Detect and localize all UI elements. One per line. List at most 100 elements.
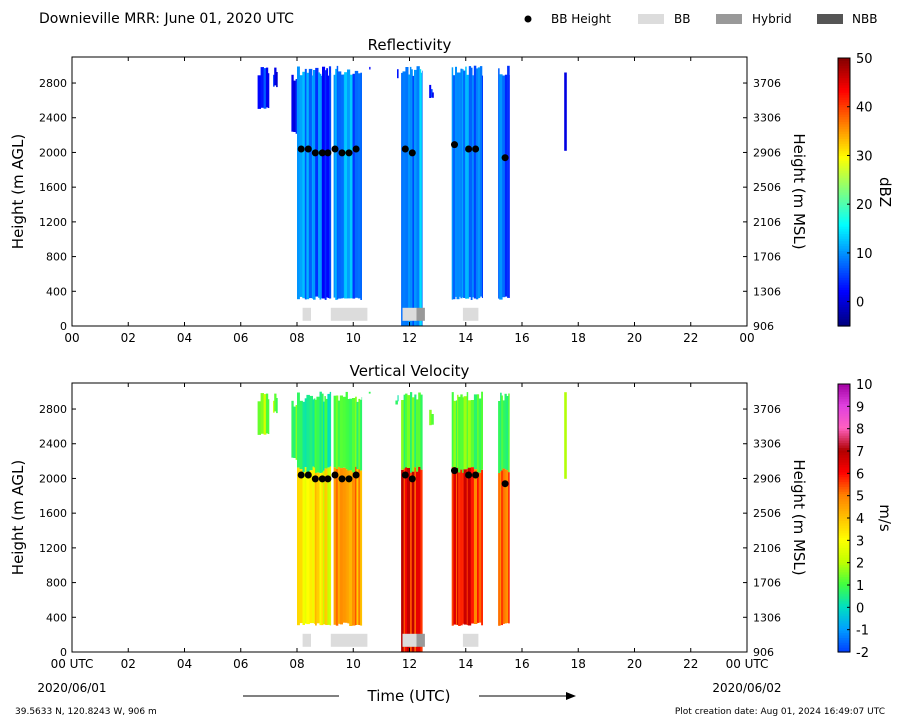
colorbar-segment (838, 279, 850, 283)
bb-type-bar (416, 307, 425, 321)
colorbar-segment (838, 182, 850, 186)
echo-column (412, 75, 415, 327)
echo-segment (273, 393, 278, 414)
colorbar-segment (838, 537, 850, 541)
bb-height-point (345, 149, 353, 157)
echo-column-lower (501, 470, 503, 626)
echo-column (502, 75, 506, 298)
echo-column (462, 69, 464, 298)
echo-column-lower (333, 467, 337, 625)
colorbar-segment (838, 167, 850, 171)
echo-column-upper (498, 401, 501, 473)
echo-column-lower (335, 469, 339, 626)
echo-column-lower (321, 472, 324, 626)
bb-height-point (304, 145, 312, 153)
colorbar-segment (838, 591, 850, 595)
y-tick-label: 1200 (39, 542, 67, 555)
colorbar-segment (838, 488, 850, 492)
colorbar-tick-label: 6 (856, 467, 864, 482)
bb-height-point (408, 149, 416, 157)
colorbar-segment (838, 644, 850, 648)
colorbar: 0 10 20 30 40 50 dBZ (837, 52, 894, 327)
echo-column (456, 72, 460, 300)
echo-segment (257, 67, 270, 109)
colorbar-segment (838, 184, 850, 188)
echo-column (481, 75, 483, 298)
echo-column-lower (316, 472, 320, 624)
y2-tick-label: 2906 (753, 146, 781, 159)
colorbar-segment (838, 605, 850, 609)
colorbar-segment (838, 62, 850, 66)
colorbar-segment (838, 527, 850, 531)
colorbar-segment (838, 228, 850, 232)
echo-column-upper (466, 392, 469, 469)
colorbar-label: m/s (876, 504, 894, 532)
bb-height-point (352, 145, 360, 153)
colorbar-segment (838, 60, 850, 64)
colorbar-segment (838, 544, 850, 548)
echo-column (318, 72, 320, 298)
echo-column-upper (359, 399, 362, 471)
colorbar-segment (838, 194, 850, 198)
echo-column-lower (401, 469, 404, 652)
echo-segment (368, 391, 371, 394)
bb-height-point (338, 475, 346, 483)
colorbar-segment (838, 126, 850, 130)
colorbar-segment (838, 114, 850, 118)
colorbar-segment (838, 520, 850, 524)
echo-column (304, 68, 307, 300)
bb-height-point (318, 149, 326, 157)
echo-column-lower (456, 471, 458, 625)
colorbar-segment (838, 206, 850, 210)
y-tick-label: 800 (46, 577, 67, 590)
echo-column (340, 74, 344, 299)
echo-column (260, 67, 264, 108)
colorbar-segment (838, 474, 850, 478)
legend-hybrid-label: Hybrid (752, 12, 792, 26)
colorbar-segment (838, 559, 850, 563)
y-tick-label: 2400 (39, 112, 67, 125)
colorbar-segment (838, 265, 850, 269)
echo-column (319, 73, 322, 300)
echo-column-upper (453, 400, 457, 471)
colorbar-segment (838, 118, 850, 122)
colorbar-tick-label: 8 (856, 423, 864, 438)
start-date-label: 2020/06/01 (37, 681, 106, 695)
colorbar-frame (837, 57, 851, 327)
y-tick-label: 0 (60, 646, 67, 659)
legend-hybrid-swatch (716, 14, 742, 24)
bb-height-point (451, 141, 458, 149)
echo-column-upper (312, 399, 315, 467)
y2-tick-label: 2106 (753, 216, 781, 229)
colorbar-segment (838, 277, 850, 281)
echo-column-lower (403, 468, 406, 652)
colorbar-tick-label: 5 (856, 490, 864, 505)
echo-column (328, 66, 332, 299)
colorbar-segment (838, 111, 850, 115)
colorbar-segment (838, 384, 850, 388)
colorbar-segment (838, 440, 850, 444)
colorbar-segment (838, 84, 850, 88)
colorbar-segment (838, 500, 850, 504)
colorbar-segment (838, 510, 850, 514)
echo-column-upper (355, 396, 357, 467)
colorbar-segment (838, 503, 850, 507)
colorbar-tick-label: 3 (856, 534, 864, 549)
legend-nbb-swatch (817, 14, 843, 24)
echo-column-upper (506, 396, 509, 471)
echo-segment (273, 67, 278, 88)
colorbar-segment (838, 552, 850, 556)
echo-column-lower (478, 472, 482, 623)
bb-height-point (324, 475, 332, 483)
x-tick-label: 00 (64, 331, 79, 345)
colorbar-segment (838, 304, 850, 308)
y2-axis-label: Height (m MSL) (790, 133, 808, 249)
colorbar-segment (838, 425, 850, 429)
echo-column (432, 92, 434, 98)
x-axis-label: Time (UTC) (367, 687, 451, 705)
y-tick-label: 400 (46, 611, 67, 624)
colorbar-segment (838, 569, 850, 573)
x-tick-label: 00 UTC (51, 657, 94, 671)
bb-height-point (304, 471, 312, 479)
